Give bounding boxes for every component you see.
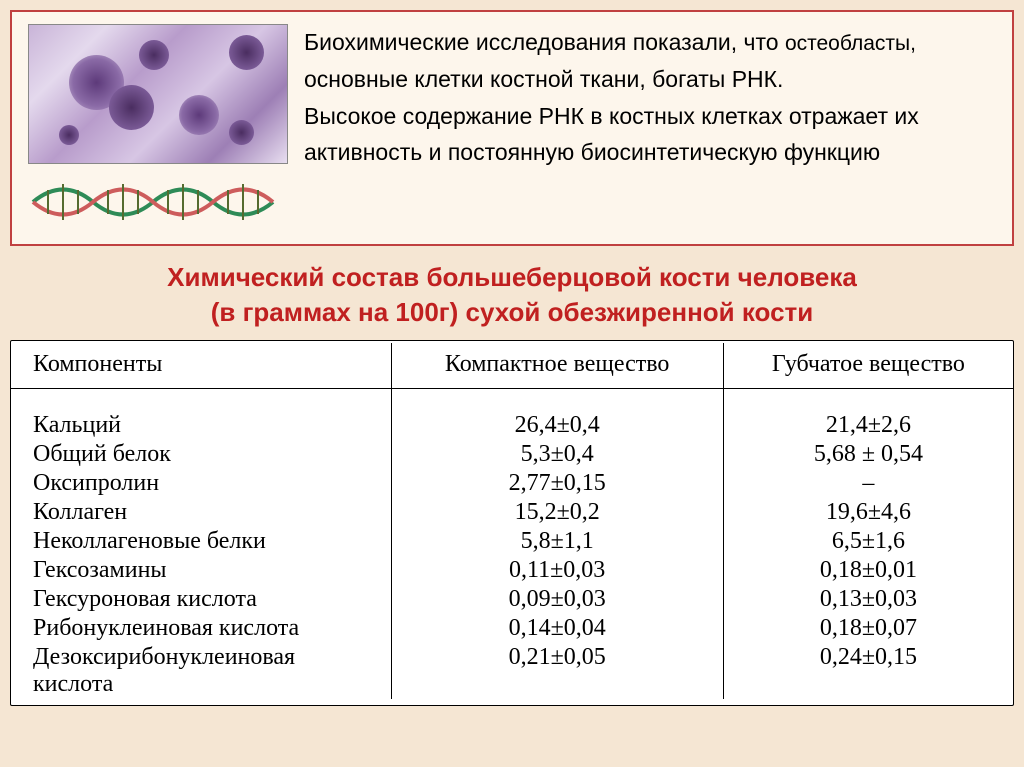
cell-spongy: 0,13±0,03 bbox=[723, 585, 1013, 614]
composition-table: Компоненты Компактное вещество Губчатое … bbox=[11, 343, 1013, 699]
cell-name: Неколлагеновые белки bbox=[11, 527, 391, 556]
cell-compact: 0,14±0,04 bbox=[391, 614, 723, 643]
cell-compact: 5,8±1,1 bbox=[391, 527, 723, 556]
intro-paragraph-2: Высокое содержание РНК в костных клетках… bbox=[304, 98, 996, 172]
table-spacer-row bbox=[11, 389, 1013, 411]
cell-name: Оксипролин bbox=[11, 469, 391, 498]
cell-compact: 0,21±0,05 bbox=[391, 643, 723, 699]
intro-text: Биохимические исследования показали, что… bbox=[304, 24, 996, 232]
table-row: Гексозамины 0,11±0,03 0,18±0,01 bbox=[11, 556, 1013, 585]
table-row: Кальций 26,4±0,4 21,4±2,6 bbox=[11, 411, 1013, 440]
heading-line-1: Химический состав большеберцовой кости ч… bbox=[167, 262, 857, 292]
cell-compact: 2,77±0,15 bbox=[391, 469, 723, 498]
heading-line-2: (в граммах на 100г) сухой обезжиренной к… bbox=[211, 297, 814, 327]
cell-compact: 15,2±0,2 bbox=[391, 498, 723, 527]
cell-spongy: – bbox=[723, 469, 1013, 498]
table-header-row: Компоненты Компактное вещество Губчатое … bbox=[11, 343, 1013, 389]
rna-strand-image bbox=[28, 172, 288, 232]
cell-name: Рибонуклеиновая кислота bbox=[11, 614, 391, 643]
table-row: Дезоксирибонуклеиновая кислота 0,21±0,05… bbox=[11, 643, 1013, 699]
osteoblast-microscopy-image bbox=[28, 24, 288, 164]
cell-name: Общий белок bbox=[11, 440, 391, 469]
table-row: Гексуроновая кислота 0,09±0,03 0,13±0,03 bbox=[11, 585, 1013, 614]
cell-spongy: 5,68 ± 0,54 bbox=[723, 440, 1013, 469]
table-row: Общий белок 5,3±0,4 5,68 ± 0,54 bbox=[11, 440, 1013, 469]
cell-spongy: 6,5±1,6 bbox=[723, 527, 1013, 556]
cell-spongy: 19,6±4,6 bbox=[723, 498, 1013, 527]
table-row: Рибонуклеиновая кислота 0,14±0,04 0,18±0… bbox=[11, 614, 1013, 643]
table-heading: Химический состав большеберцовой кости ч… bbox=[10, 260, 1014, 330]
col-header-components: Компоненты bbox=[11, 343, 391, 389]
intro-p1-c: основные клетки костной ткани, богаты РН… bbox=[304, 66, 783, 92]
intro-box: Биохимические исследования показали, что… bbox=[10, 10, 1014, 246]
composition-table-wrap: Компоненты Компактное вещество Губчатое … bbox=[10, 340, 1014, 706]
cell-name: Гексуроновая кислота bbox=[11, 585, 391, 614]
table-row: Неколлагеновые белки 5,8±1,1 6,5±1,6 bbox=[11, 527, 1013, 556]
cell-compact: 26,4±0,4 bbox=[391, 411, 723, 440]
cell-compact: 5,3±0,4 bbox=[391, 440, 723, 469]
cell-spongy: 0,18±0,07 bbox=[723, 614, 1013, 643]
cell-name: Гексозамины bbox=[11, 556, 391, 585]
cell-compact: 0,11±0,03 bbox=[391, 556, 723, 585]
intro-paragraph-1: Биохимические исследования показали, что… bbox=[304, 24, 996, 98]
col-header-compact: Компактное вещество bbox=[391, 343, 723, 389]
table-body: Кальций 26,4±0,4 21,4±2,6 Общий белок 5,… bbox=[11, 389, 1013, 699]
cell-spongy: 21,4±2,6 bbox=[723, 411, 1013, 440]
cell-spongy: 0,18±0,01 bbox=[723, 556, 1013, 585]
intro-p1-b: остеобласты, bbox=[785, 32, 916, 55]
table-row: Оксипролин 2,77±0,15 – bbox=[11, 469, 1013, 498]
cell-name: Коллаген bbox=[11, 498, 391, 527]
col-header-spongy: Губчатое вещество bbox=[723, 343, 1013, 389]
image-column bbox=[28, 24, 288, 232]
cell-name: Дезоксирибонуклеиновая кислота bbox=[11, 643, 391, 699]
intro-p1-a: Биохимические исследования показали, что bbox=[304, 29, 785, 55]
table-row: Коллаген 15,2±0,2 19,6±4,6 bbox=[11, 498, 1013, 527]
cell-spongy: 0,24±0,15 bbox=[723, 643, 1013, 699]
cell-compact: 0,09±0,03 bbox=[391, 585, 723, 614]
cell-name: Кальций bbox=[11, 411, 391, 440]
